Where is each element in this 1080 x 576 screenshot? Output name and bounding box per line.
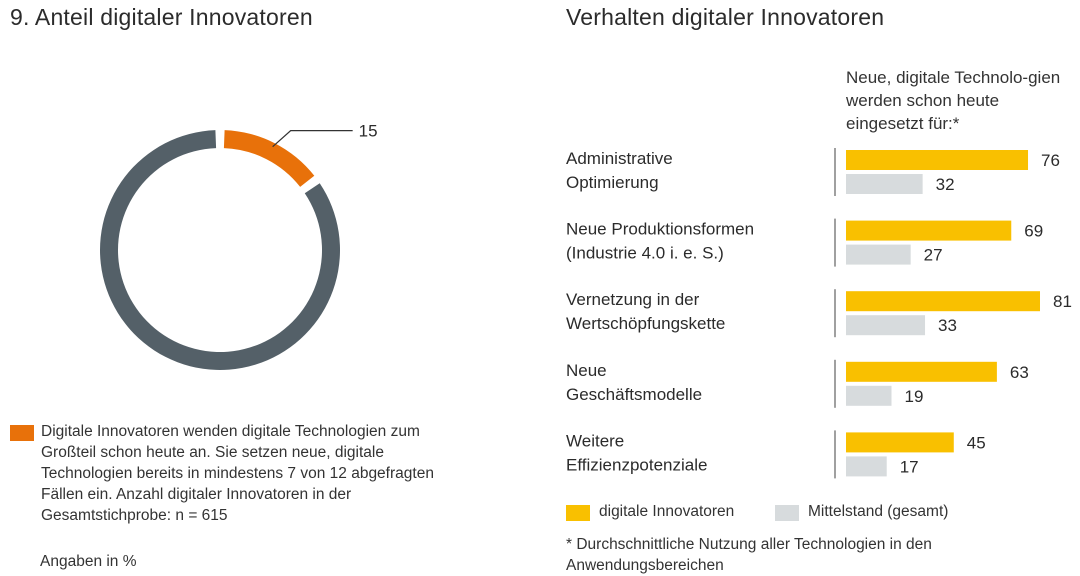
donut-chart-title: 9. Anteil digitaler Innovatoren xyxy=(10,4,313,30)
category-label: Weitere xyxy=(566,431,624,450)
category-label: Administrative xyxy=(566,149,673,168)
bar-innovatoren xyxy=(846,150,1029,170)
bar-value-label: 17 xyxy=(900,457,919,476)
legend-label-innovatoren: digitale Innovatoren xyxy=(599,503,735,520)
bar-mittelstand xyxy=(846,315,926,336)
bar-mittelstand xyxy=(846,174,923,194)
legend-swatch-gray xyxy=(775,505,799,521)
category-label: Wertschöpfungskette xyxy=(566,314,725,333)
category-label: Neue Produktionsformen xyxy=(566,220,754,239)
bar-value-label: 76 xyxy=(1041,151,1060,170)
category-label: Vernetzung in der xyxy=(566,290,700,309)
category-label: Optimierung xyxy=(566,173,659,192)
category-label: (Industrie 4.0 i. e. S.) xyxy=(566,244,724,263)
donut-chart: 15 xyxy=(100,122,378,370)
legend-swatch-orange xyxy=(10,425,34,441)
bar-innovatoren xyxy=(846,291,1040,312)
bar-value-label: 27 xyxy=(924,246,943,265)
bar-innovatoren xyxy=(846,220,1012,241)
bar-innovatoren xyxy=(846,432,954,453)
bar-value-label: 63 xyxy=(1010,363,1029,382)
unit-note: Angaben in % xyxy=(40,553,137,570)
bar-innovatoren xyxy=(846,361,997,382)
legend-label-mittelstand: Mittelstand (gesamt) xyxy=(808,503,949,520)
donut-legend-text: Digitale Innovatoren wenden digitale Tec… xyxy=(41,423,434,524)
bar-value-label: 81 xyxy=(1053,292,1072,311)
category-label: Neue xyxy=(566,361,607,380)
legend-swatch-yellow xyxy=(566,505,590,521)
donut-label-leader xyxy=(272,130,353,148)
bar-value-label: 69 xyxy=(1024,222,1043,241)
category-label: Effizienzpotenziale xyxy=(566,455,707,474)
bar-mittelstand xyxy=(846,244,911,265)
donut-value-label: 15 xyxy=(359,122,378,141)
bar-mittelstand xyxy=(846,385,892,406)
bar-value-label: 19 xyxy=(905,387,924,406)
category-label: Geschäftsmodelle xyxy=(566,385,702,404)
bar-chart-question: Neue, digitale Technolo-gien werden scho… xyxy=(846,68,1061,133)
bar-chart: Administrative Optimierung 76 32 Neue Produk… xyxy=(566,148,1072,479)
bar-mittelstand xyxy=(846,456,887,477)
footnote: * Durchschnittliche Nutzung aller Techno… xyxy=(566,536,932,574)
bar-value-label: 45 xyxy=(967,433,986,452)
bar-value-label: 33 xyxy=(938,316,957,335)
bar-value-label: 32 xyxy=(936,175,955,194)
donut-legend: Digitale Innovatoren wenden digitale Tec… xyxy=(10,421,460,526)
bar-chart-title: Verhalten digitaler Innovatoren xyxy=(566,4,885,30)
donut-slice-0 xyxy=(223,130,315,187)
